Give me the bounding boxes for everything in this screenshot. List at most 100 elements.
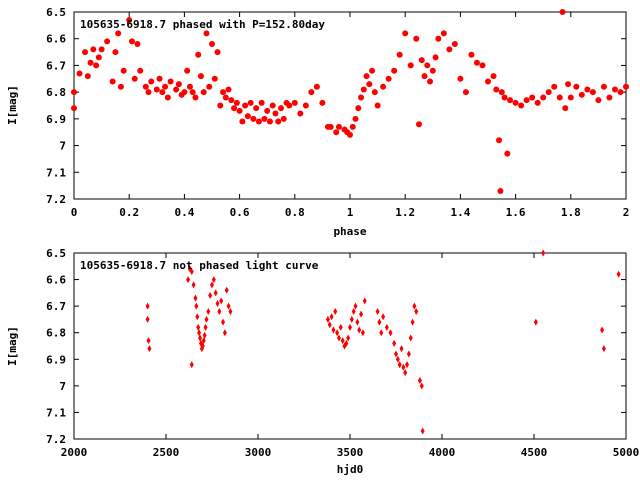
unphased-data-point bbox=[335, 329, 340, 337]
phased-data-point bbox=[264, 107, 271, 114]
phased-y-tick-label: 7.1 bbox=[46, 166, 66, 179]
phased-data-point bbox=[507, 97, 514, 104]
unphased-data-point bbox=[196, 323, 201, 331]
unphased-data-point bbox=[206, 307, 211, 315]
phased-data-point bbox=[225, 86, 232, 93]
phased-data-point bbox=[275, 118, 282, 125]
phased-x-tick-label: 1.6 bbox=[506, 206, 526, 219]
phased-data-point bbox=[128, 38, 135, 45]
phased-data-point bbox=[333, 129, 340, 136]
phased-data-point bbox=[565, 81, 572, 88]
unphased-data-point bbox=[189, 268, 194, 276]
phased-data-point bbox=[297, 110, 304, 117]
phased-y-tick-label: 6.7 bbox=[46, 59, 66, 72]
phased-data-point bbox=[573, 83, 580, 90]
phased-data-point bbox=[363, 73, 370, 80]
phased-data-point bbox=[457, 75, 464, 82]
phased-data-point bbox=[253, 105, 260, 112]
phased-data-point bbox=[435, 35, 442, 42]
phased-data-point bbox=[236, 107, 243, 114]
phased-data-point bbox=[112, 49, 119, 56]
unphased-data-point bbox=[224, 286, 229, 294]
phased-data-point bbox=[407, 62, 414, 69]
phased-data-point bbox=[352, 115, 359, 122]
phased-y-tick-label: 6.6 bbox=[46, 33, 66, 46]
phased-data-point bbox=[167, 78, 174, 85]
unphased-data-point bbox=[145, 315, 150, 323]
phased-data-point bbox=[302, 102, 309, 109]
phased-y-ticks: 6.5 6.6 6.7 6.8 6.9 7 7.1 7.2 bbox=[46, 6, 626, 206]
phased-x-tick-label: 0 bbox=[71, 206, 78, 219]
phased-data-point bbox=[396, 51, 403, 58]
phased-data-point bbox=[82, 49, 89, 56]
phased-data-point bbox=[366, 81, 373, 88]
unphased-data-point bbox=[360, 329, 365, 337]
unphased-data-point bbox=[213, 289, 218, 297]
unphased-x-tick-label: 5000 bbox=[613, 446, 640, 459]
phased-data-point bbox=[385, 75, 392, 82]
phased-data-point bbox=[200, 89, 207, 96]
unphased-data-point bbox=[222, 329, 227, 337]
unphased-points bbox=[145, 249, 621, 435]
unphased-data-point bbox=[340, 337, 345, 345]
unphased-y-tick-label: 6.8 bbox=[46, 327, 66, 340]
phased-data-point bbox=[589, 89, 596, 96]
unphased-data-point bbox=[359, 310, 364, 318]
unphased-data-point bbox=[375, 307, 380, 315]
unphased-chart-title: 105635-6918.7 not phased light curve bbox=[80, 259, 319, 272]
unphased-plot-frame bbox=[73, 252, 627, 440]
unphased-data-point bbox=[344, 339, 349, 347]
unphased-data-point bbox=[394, 350, 398, 358]
phased-data-point bbox=[327, 123, 334, 130]
unphased-data-point bbox=[193, 294, 198, 302]
phased-data-point bbox=[567, 94, 574, 101]
unphased-data-point bbox=[331, 326, 336, 334]
phased-data-point bbox=[159, 89, 166, 96]
unphased-y-tick-label: 7 bbox=[59, 380, 66, 393]
unphased-data-point bbox=[208, 292, 213, 300]
phased-data-point bbox=[355, 105, 362, 112]
phased-data-point bbox=[504, 150, 511, 157]
unphased-data-point bbox=[338, 323, 343, 331]
unphased-data-point bbox=[357, 326, 362, 334]
phased-data-point bbox=[358, 94, 365, 101]
phased-y-axis-label: I[mag] bbox=[6, 85, 19, 125]
unphased-data-point bbox=[210, 281, 214, 289]
unphased-data-point bbox=[197, 329, 202, 337]
unphased-data-point bbox=[217, 307, 222, 315]
phased-data-point bbox=[233, 99, 240, 106]
phased-data-point bbox=[231, 105, 238, 112]
phased-data-point bbox=[497, 187, 504, 194]
unphased-data-point bbox=[201, 337, 206, 345]
phased-data-point bbox=[98, 46, 105, 53]
phased-data-point bbox=[369, 67, 376, 74]
phased-data-point bbox=[432, 54, 439, 61]
unphased-data-point bbox=[194, 302, 199, 310]
unphased-data-point bbox=[195, 313, 200, 321]
phased-data-point bbox=[211, 75, 218, 82]
unphased-data-point bbox=[226, 302, 231, 310]
phased-data-point bbox=[148, 78, 155, 85]
phased-data-point bbox=[222, 94, 229, 101]
phased-data-point bbox=[559, 9, 566, 15]
phased-data-point bbox=[242, 102, 249, 109]
phased-data-point bbox=[93, 62, 100, 69]
phased-data-point bbox=[173, 86, 180, 93]
phased-data-point bbox=[247, 99, 254, 106]
phased-data-point bbox=[192, 94, 199, 101]
phased-chart-title: 105635-6918.7 phased with P=152.80day bbox=[80, 18, 325, 31]
phased-data-point bbox=[156, 75, 163, 82]
phased-y-tick-label: 6.9 bbox=[46, 113, 66, 126]
phased-data-point bbox=[220, 89, 227, 96]
phased-data-point bbox=[258, 99, 265, 106]
unphased-data-point bbox=[198, 334, 203, 342]
phased-data-point bbox=[347, 131, 353, 138]
phased-data-point bbox=[335, 123, 342, 130]
phased-data-point bbox=[501, 94, 508, 101]
unphased-data-point bbox=[348, 323, 352, 331]
unphased-data-point bbox=[533, 318, 538, 326]
phased-x-tick-label: 1 bbox=[347, 206, 354, 219]
phased-x-tick-label: 1.4 bbox=[450, 206, 470, 219]
phased-y-tick-label: 7.2 bbox=[46, 193, 66, 206]
